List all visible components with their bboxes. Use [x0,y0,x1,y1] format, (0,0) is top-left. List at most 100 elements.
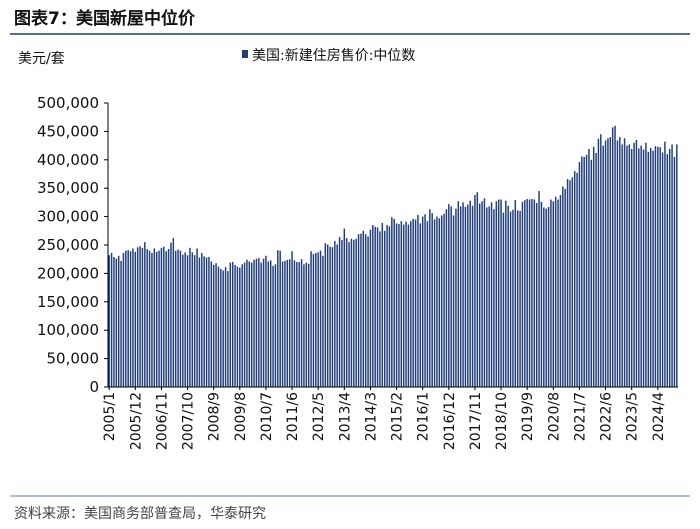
bar [395,223,398,387]
x-tick-label: 2011/6 [285,392,301,441]
bar [367,236,369,387]
bar [189,247,191,387]
bar [246,259,248,387]
bar [483,198,486,387]
bar [281,261,284,387]
bar [117,255,120,387]
bar [438,218,441,387]
bar [212,264,215,387]
bar [186,255,189,387]
bar [457,201,460,387]
bar [524,200,526,387]
bar [305,262,308,387]
bar [322,255,324,387]
bar [592,146,595,387]
bar [462,202,464,387]
bar [224,267,227,387]
bar [132,248,134,387]
x-tick-label: 2013/4 [337,392,353,441]
bar [471,205,474,387]
bar [391,217,393,387]
bar [642,149,645,387]
bar [265,255,267,387]
y-tick-label: 450,000 [37,122,99,140]
bar [129,251,132,387]
bar [452,215,455,387]
bar [619,137,621,387]
bar [538,191,540,387]
bar [562,186,564,387]
bar [424,214,426,387]
bar [507,205,509,387]
bar [151,252,153,387]
bar [243,262,246,387]
bar [398,223,400,387]
bar [573,171,576,387]
bar [673,156,676,387]
bar [531,198,533,387]
bar [497,199,500,387]
bar [115,258,118,387]
bar [611,127,614,388]
bar [486,207,488,387]
bar [296,262,298,387]
bar [312,254,315,387]
bar [315,252,317,387]
y-tick-label: 0 [89,378,99,396]
bar [628,144,631,387]
bar [136,247,139,387]
bar [535,202,538,387]
bar [303,264,305,387]
bar [231,262,234,387]
bar [550,199,552,387]
bar [654,146,657,387]
bar [455,208,457,387]
bar [614,125,616,387]
bar [493,209,495,387]
bar [241,264,243,387]
bar [272,266,274,387]
bar [621,144,623,387]
bar [319,250,322,387]
bar [638,148,640,387]
y-tick-label: 150,000 [37,293,99,311]
y-tick-label: 500,000 [37,94,99,112]
y-tick-label: 400,000 [37,151,99,169]
bar [255,258,258,387]
bar [668,149,671,387]
bar [298,262,300,387]
bar [381,222,384,387]
bar [564,188,566,387]
bar [277,250,279,387]
bar [386,225,388,387]
bar [177,249,179,387]
bar [127,250,129,387]
bar [362,230,365,387]
legend: 美国:新建住房售价:中位数 [242,48,415,64]
bar [144,242,146,387]
bar [353,239,355,387]
bar [521,201,524,387]
bar [286,259,289,387]
bar [307,263,310,387]
bar [557,199,559,387]
bar [402,224,405,387]
bar [436,216,438,387]
bar [588,149,590,387]
bar [258,258,260,387]
y-tick-label: 250,000 [37,236,99,254]
bar [165,251,167,387]
bar [616,140,619,387]
bar [191,252,194,387]
bar [571,177,574,387]
bar [509,211,512,387]
bar [336,244,338,387]
x-tick-label: 2021/7 [572,392,588,441]
bar [253,259,255,387]
bar [170,242,172,387]
bar [443,213,445,387]
bar [490,202,493,387]
x-axis: 2005/1 2005/12 2006/11 2007/10 2008/9 2009/8 2… [102,386,678,450]
bar [630,149,633,387]
